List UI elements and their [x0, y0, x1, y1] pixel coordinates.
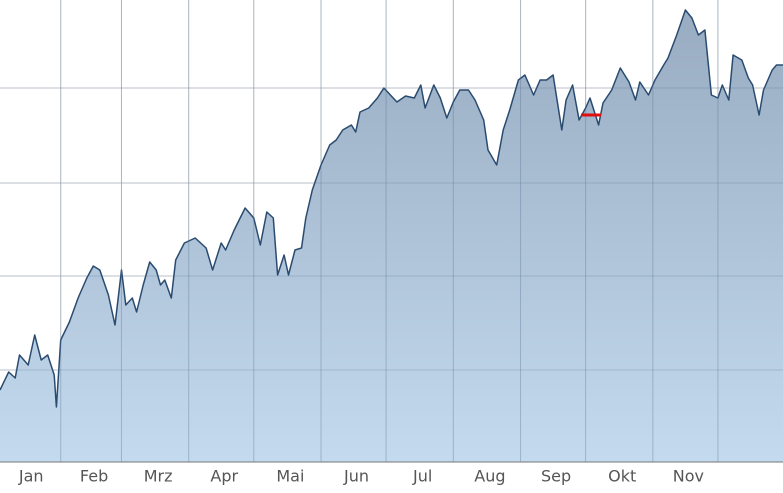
x-tick-label: Sep: [541, 467, 571, 486]
x-tick-label: Aug: [474, 467, 505, 486]
x-tick-label: Mrz: [144, 467, 173, 486]
line: [0, 9, 783, 408]
x-tick-label: Apr: [210, 467, 238, 486]
x-tick-label: Jan: [18, 467, 44, 486]
area: [0, 10, 783, 462]
x-tick-label: Mai: [276, 467, 304, 486]
x-tick-label: Okt: [608, 467, 636, 486]
x-tick-label: Jun: [343, 467, 369, 486]
x-tick-label: Jul: [412, 467, 432, 486]
x-tick-label: Feb: [80, 467, 108, 486]
x-tick-label: Nov: [673, 467, 704, 486]
